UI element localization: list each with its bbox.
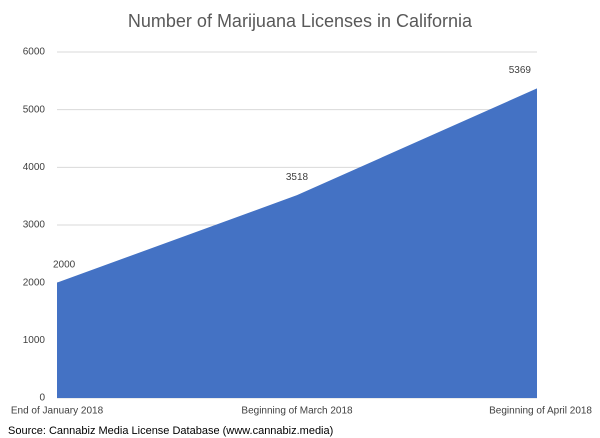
y-tick-label: 0	[39, 393, 45, 404]
x-tick-label: Beginning of April 2018	[489, 406, 592, 417]
data-label: 3518	[286, 172, 309, 183]
x-tick-label: End of January 2018	[11, 406, 104, 417]
source-note: Source: Cannabiz Media License Database …	[8, 425, 333, 437]
chart-title: Number of Marijuana Licenses in Californ…	[128, 11, 473, 31]
y-tick-label: 2000	[23, 277, 46, 288]
y-tick-label: 6000	[23, 47, 46, 58]
data-label: 2000	[53, 259, 76, 270]
y-tick-label: 5000	[23, 104, 46, 115]
y-tick-label: 4000	[23, 162, 46, 173]
data-label: 5369	[509, 65, 532, 76]
y-tick-label: 3000	[23, 220, 46, 231]
area	[57, 88, 537, 398]
y-tick-label: 1000	[23, 335, 46, 346]
x-tick-label: Beginning of March 2018	[241, 406, 353, 417]
